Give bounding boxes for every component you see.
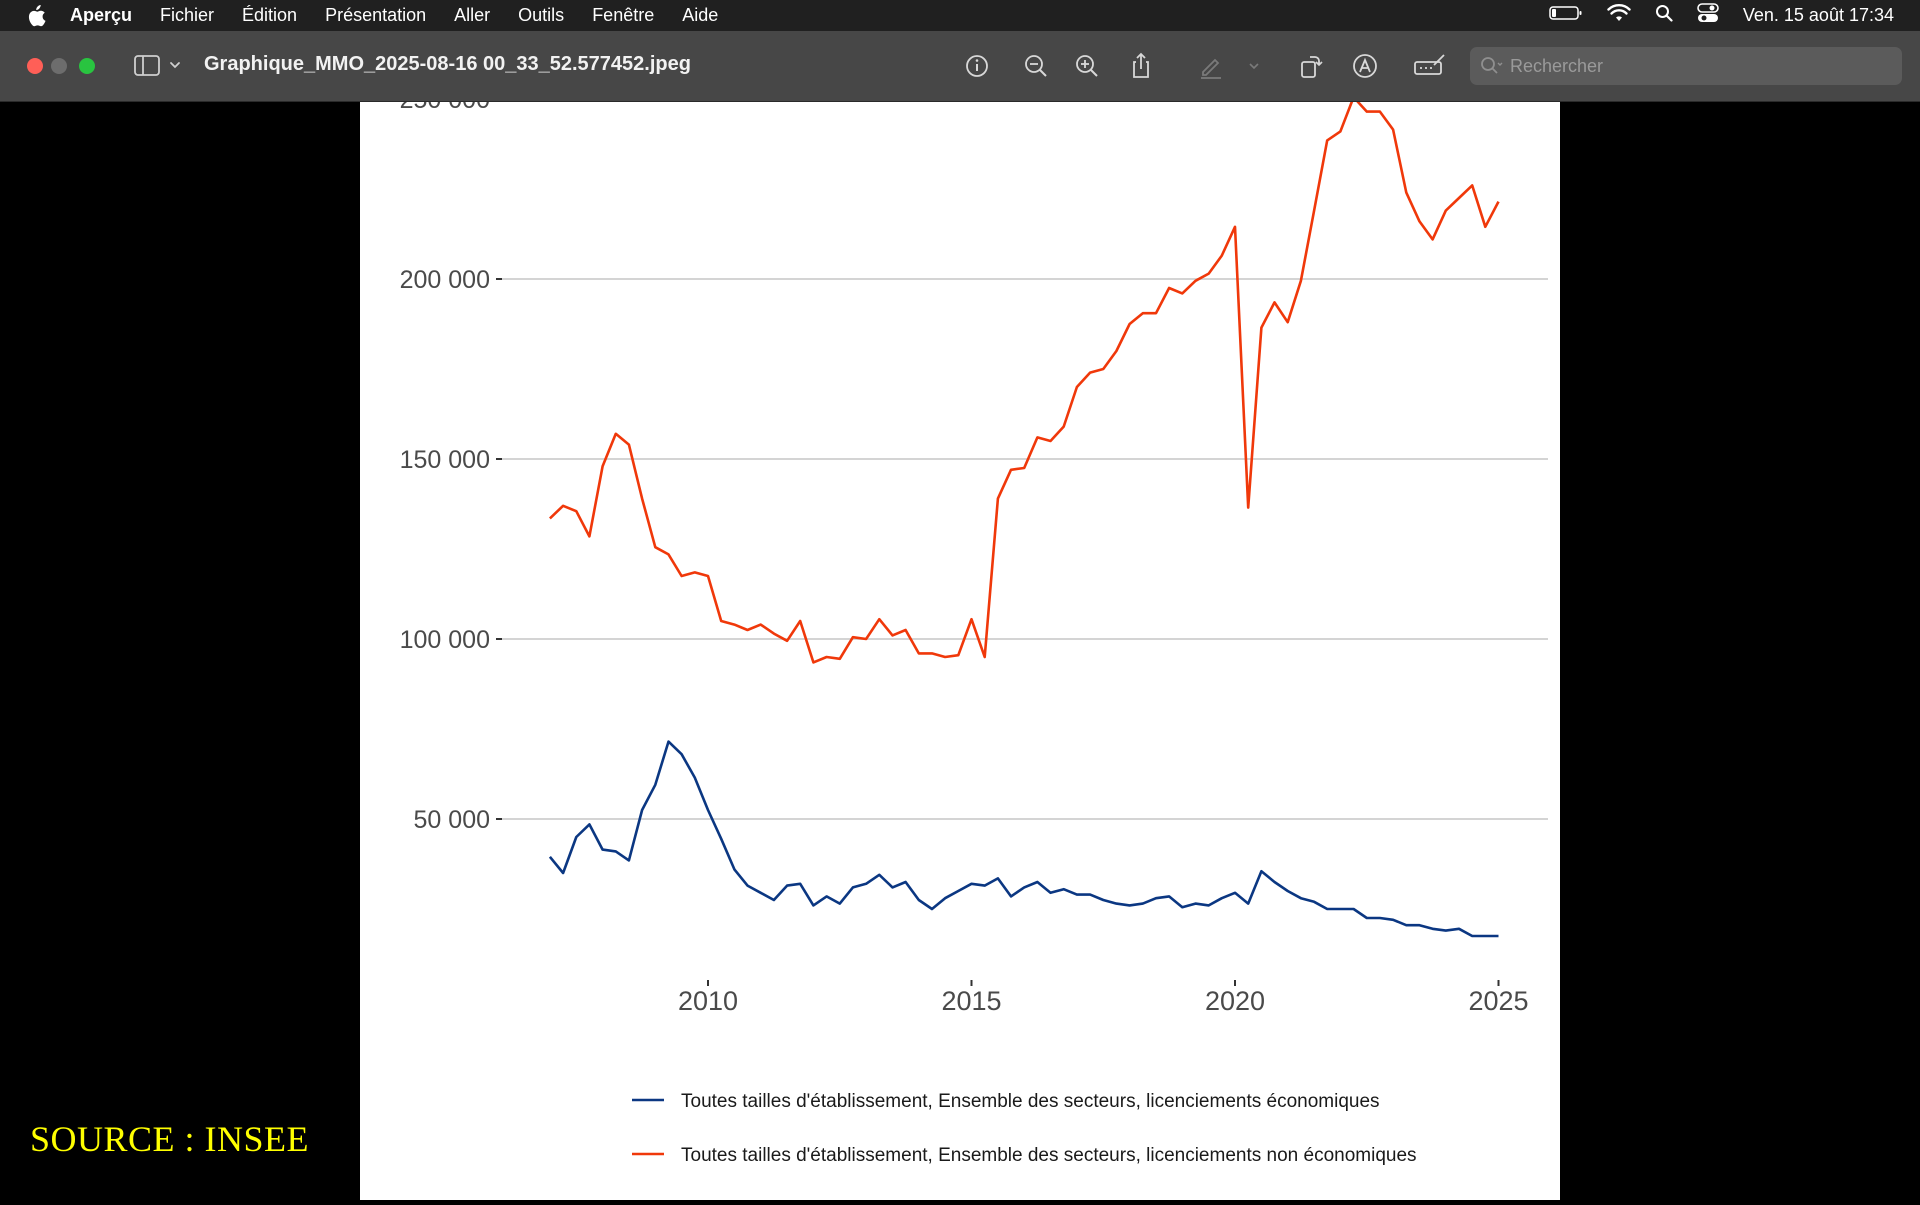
x-tick-label: 2020 (1205, 986, 1265, 1016)
menu-fenetre[interactable]: Fenêtre (592, 5, 655, 25)
y-tick-label: 200 000 (400, 266, 490, 294)
markup-icon[interactable] (1350, 51, 1380, 81)
menu-outils[interactable]: Outils (518, 5, 565, 25)
menu-bar: Aperçu Fichier Édition Présentation Alle… (0, 0, 1920, 31)
x-axis: 2010 2015 2020 2025 (678, 980, 1529, 1016)
x-tick-label: 2015 (941, 986, 1001, 1016)
zoom-out-icon[interactable] (1021, 51, 1051, 81)
share-icon[interactable] (1126, 51, 1156, 81)
source-credit: SOURCE : INSEE (30, 1119, 310, 1159)
y-tick-label: 250 000 (400, 102, 490, 114)
battery-icon[interactable] (1549, 5, 1583, 26)
search-field[interactable] (1470, 47, 1902, 85)
menu-fichier[interactable]: Fichier (160, 5, 215, 25)
minimize-window-button[interactable] (51, 58, 67, 74)
document-title: Graphique_MMO_2025-08-16 00_33_52.577452… (204, 53, 691, 75)
highlight-icon[interactable] (1196, 51, 1226, 81)
y-tick-label: 50 000 (414, 806, 490, 834)
y-axis: 50 000 100 000 150 000 200 000 250 000 (400, 86, 502, 834)
y-tick-label: 150 000 (400, 446, 490, 474)
form-fill-icon[interactable] (1412, 51, 1448, 81)
zoom-in-icon[interactable] (1072, 51, 1102, 81)
x-tick-label: 2025 (1468, 986, 1528, 1016)
status-area: Ven. 15 août 17:34 (1549, 0, 1894, 31)
highlight-options-chevron-icon[interactable] (1242, 51, 1266, 81)
legend-label-2: Toutes tailles d'établissement, Ensemble… (681, 1145, 1417, 1166)
menu-presentation[interactable]: Présentation (325, 5, 427, 25)
close-window-button[interactable] (27, 58, 43, 74)
spotlight-search-icon[interactable] (1655, 4, 1673, 27)
apple-icon[interactable] (26, 4, 46, 27)
info-icon[interactable] (962, 51, 992, 81)
series-line-1 (548, 740, 1499, 938)
menu-aide[interactable]: Aide (682, 5, 719, 25)
menu-app-name[interactable]: Aperçu (70, 5, 133, 25)
sidebar-toggle-icon[interactable] (133, 53, 185, 79)
wifi-icon[interactable] (1607, 4, 1631, 27)
search-icon (1480, 56, 1504, 76)
legend-label-1: Toutes tailles d'établissement, Ensemble… (681, 1091, 1380, 1112)
menu-edition[interactable]: Édition (242, 5, 298, 25)
control-center-icon[interactable] (1697, 3, 1719, 28)
grid-lines (502, 98, 1548, 820)
search-input[interactable] (1508, 54, 1892, 78)
zoom-window-button[interactable] (79, 58, 95, 74)
series-line-2 (549, 95, 1500, 664)
chart-series (548, 95, 1500, 938)
window-toolbar: Graphique_MMO_2025-08-16 00_33_52.577452… (0, 31, 1920, 102)
y-tick-label: 100 000 (400, 626, 490, 654)
menu-aller[interactable]: Aller (454, 5, 491, 25)
rotate-icon[interactable] (1296, 51, 1326, 81)
legend: Toutes tailles d'établissement, Ensemble… (632, 1091, 1417, 1166)
menubar-clock[interactable]: Ven. 15 août 17:34 (1742, 5, 1894, 25)
x-tick-label: 2010 (678, 986, 738, 1016)
